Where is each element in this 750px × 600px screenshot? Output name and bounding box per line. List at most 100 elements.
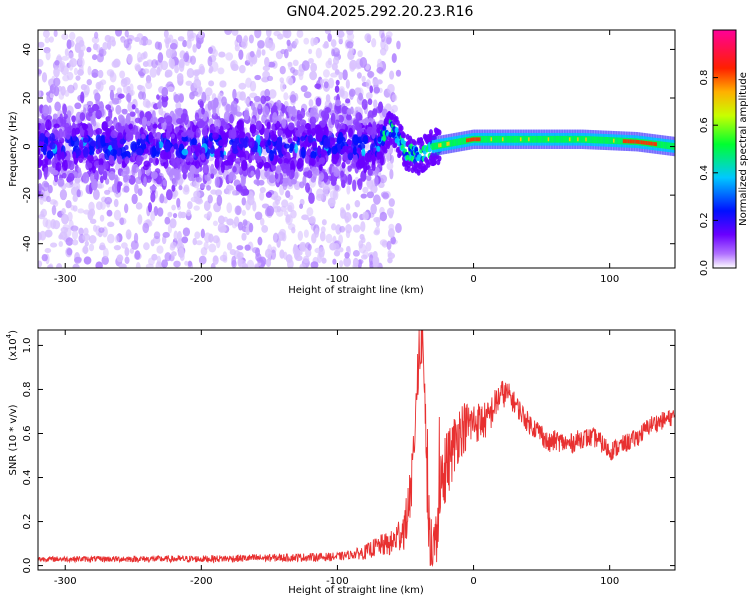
spectrogram-cell [495,135,498,143]
spectrogram-cell [335,79,340,86]
spectrogram-cell [345,114,352,121]
spectrogram-cell [89,150,95,156]
spectrogram-cell [270,107,275,115]
spectrogram-cell [210,189,218,195]
spectrogram-cell [358,142,366,150]
spectrogram-cell [135,202,143,210]
spectrogram-cell [374,175,379,187]
spectrogram-cell [323,125,329,138]
spectrogram-cell [588,136,591,144]
spectrogram-cell [382,135,387,142]
spectrogram-cell [101,255,109,265]
spectrogram-cell [322,171,329,183]
spectrogram-cell [241,159,248,171]
spectrogram-cell [364,152,371,163]
spectrogram-cell [61,55,69,61]
spectrogram-cell [181,148,189,156]
spectrogram-cell [98,182,105,189]
spectrogram-cell [141,116,148,126]
spectrogram-cell [289,94,297,103]
spectrogram-cell [378,119,385,126]
spectrogram-cell [180,113,187,123]
spectrogram-cell [95,99,100,105]
spectrogram-cell [264,88,271,98]
spectrogram-cell [224,30,232,35]
spectrogram-cell [226,242,233,251]
colorbar-gradient [712,29,737,269]
spectrogram-cell [239,130,245,139]
spectrogram-cell [269,149,274,162]
spectrogram-cell [250,102,255,111]
spectrogram-cell [177,230,182,242]
spectrogram-cell [373,194,381,205]
colorbar: 0.0 0.2 0.4 0.6 0.8 Normalized spectral ampl… [699,29,749,276]
spectrogram-cell [182,39,188,48]
spectrogram-heatmap [38,30,675,268]
spectrogram-cell [285,254,293,264]
spectrogram-cell [71,115,76,123]
spectrogram-cell [637,139,640,144]
spectrogram-cell [334,99,342,107]
spectrogram-cell [39,197,44,205]
snr-y-multiplier: (x104) [5,330,19,361]
spectrogram-cell [82,146,89,158]
spectrogram-cell [357,50,363,58]
spectrogram-cell [38,147,41,156]
spectrogram-cell [204,87,213,97]
spectrogram-cell [330,72,338,78]
spectrogram-cell [386,207,395,217]
spectrogram-cell [256,49,262,58]
spectrogram-cell [202,112,208,122]
spectrogram-cell [320,226,326,234]
spectrogram-cell [549,135,552,143]
spectrogram-cell [91,72,98,78]
spectrogram-cell [247,194,255,206]
spectrogram-cell [119,217,125,226]
spectrogram-cell [369,85,374,94]
spectrogram-cell [214,176,220,188]
spectrogram-cell [255,168,261,180]
spectrogram-cell [361,75,366,83]
spectrogram-cell [303,229,309,238]
spectrogram-cell [46,195,51,203]
spectrogram-cell [87,155,94,162]
spectrogram-cell [236,120,243,130]
spectrogram-cell [111,97,120,105]
spectrogram-y-tick-label: 0 [22,143,33,149]
spectrogram-cell [505,135,508,143]
spectrogram-cell [142,98,151,108]
spectrogram-cell [79,49,85,58]
spectrogram-cell [221,96,227,107]
spectrogram-cell [157,207,164,217]
spectrogram-cell [212,132,219,140]
spectrogram-cell [446,142,449,146]
spectrogram-cell [287,61,293,67]
spectrogram-cell [282,30,289,38]
spectrogram-cell [137,57,143,63]
spectrogram-cell [355,112,362,121]
spectrogram-x-tick-label: -300 [54,274,77,285]
spectrogram-cell [195,128,201,138]
spectrogram-cell [95,81,102,90]
spectrogram-cell [264,248,272,259]
spectrogram-cell [95,261,103,268]
spectrogram-cell [493,135,496,143]
spectrogram-cell [578,135,581,143]
spectrogram-cell [171,184,176,192]
snr-x-tick-label: 0 [470,576,476,587]
spectrogram-cell [48,36,54,43]
spectrogram-cell [72,136,77,142]
spectrogram-cell [346,30,354,36]
spectrogram-cell [231,30,239,36]
spectrogram-cell [38,232,43,241]
spectrogram-cell [230,63,239,72]
spectrogram-cell [338,247,344,253]
spectrogram-cell [117,154,123,165]
spectrogram-cell [193,205,200,211]
spectrogram-cell [153,231,161,240]
spectrogram-cell [172,158,179,169]
spectrogram-cell [262,65,270,72]
spectrogram-cell [66,247,73,256]
spectrogram-cell [59,61,66,70]
spectrogram-cell [265,39,274,49]
